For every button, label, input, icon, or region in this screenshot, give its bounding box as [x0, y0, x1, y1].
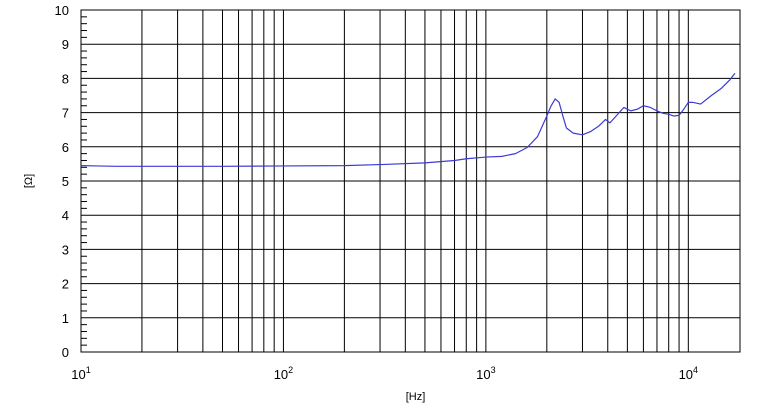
impedance-series-line — [80, 72, 736, 167]
x-tick-label: 101 — [71, 365, 90, 382]
y-tick-label: 1 — [62, 311, 69, 326]
x-axis-label: [Hz] — [406, 391, 426, 403]
x-tick-label: 104 — [679, 365, 698, 382]
y-tick-label: 8 — [62, 71, 69, 86]
series-layer — [80, 72, 736, 167]
y-tick-label: 0 — [62, 345, 69, 360]
y-tick-label: 4 — [62, 208, 69, 223]
y-tick-label: 6 — [62, 140, 69, 155]
x-tick-label: 103 — [476, 365, 495, 382]
y-tick-label: 9 — [62, 37, 69, 52]
x-tick-labels: 101 102 103 104 — [71, 365, 698, 382]
y-tick-labels: 0 1 2 3 4 5 6 7 8 9 10 — [55, 3, 69, 360]
y-minor-ticks — [81, 16, 87, 346]
x-tick-label: 102 — [274, 365, 293, 382]
y-tick-label: 3 — [62, 242, 69, 257]
y-tick-label: 7 — [62, 106, 69, 121]
y-tick-label: 2 — [62, 277, 69, 292]
y-axis-label: [Ω] — [23, 174, 35, 188]
plot-frame — [80, 9, 741, 353]
grid — [81, 9, 740, 353]
y-tick-label: 10 — [55, 3, 69, 18]
y-tick-label: 5 — [62, 174, 69, 189]
